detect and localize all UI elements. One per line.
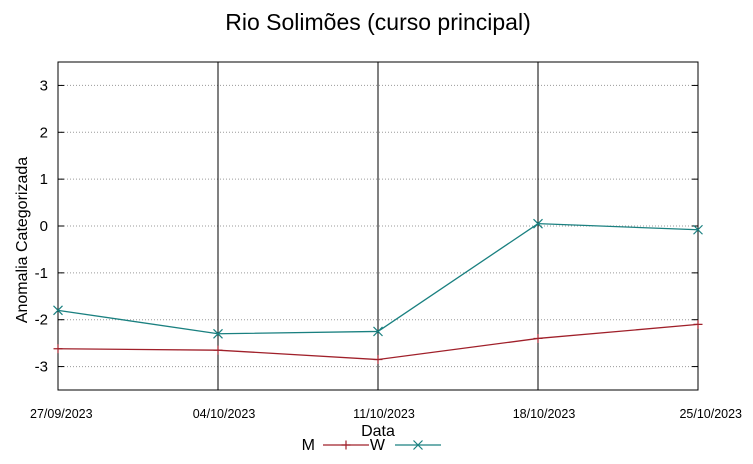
- data-point: [53, 344, 63, 354]
- data-point: [373, 355, 383, 365]
- data-point: [373, 326, 383, 337]
- data-point: [213, 328, 223, 339]
- y-tick-label: -3: [35, 359, 48, 376]
- y-tick-label: -1: [35, 265, 48, 282]
- plot-border: [57, 61, 699, 391]
- y-axis-label: Anomalia Categorizada: [14, 157, 31, 323]
- chart-title: Rio Solimões (curso principal): [225, 9, 531, 35]
- legend-marker: [413, 440, 423, 450]
- series-group: [53, 218, 703, 365]
- data-point: [53, 305, 63, 316]
- x-axis-label: Data: [361, 423, 395, 440]
- x-tick-label: 27/09/2023: [30, 407, 93, 421]
- x-tick-label: 25/10/2023: [679, 407, 742, 421]
- x-tick-label: 04/10/2023: [193, 407, 256, 421]
- y-tick-label: 2: [40, 124, 48, 141]
- legend-label: M: [302, 437, 315, 454]
- plot-area: 3 2 1 0 -1 -2 -3 27/09/2023 04/10/2023 11/10/2023…: [30, 61, 742, 421]
- y-tick-label: 0: [40, 218, 48, 235]
- y-tick-label: 3: [40, 77, 48, 94]
- data-point: [693, 319, 703, 329]
- data-point: [213, 345, 223, 355]
- data-point: [533, 218, 543, 229]
- y-tick-label: -2: [35, 312, 48, 329]
- data-point: [533, 333, 543, 343]
- x-tick-label: 18/10/2023: [513, 407, 576, 421]
- legend-marker: [341, 440, 351, 450]
- data-point: [693, 224, 703, 235]
- legend-label: W: [370, 437, 386, 454]
- y-tick-label: 1: [40, 171, 48, 188]
- x-tick-label: 11/10/2023: [353, 407, 415, 421]
